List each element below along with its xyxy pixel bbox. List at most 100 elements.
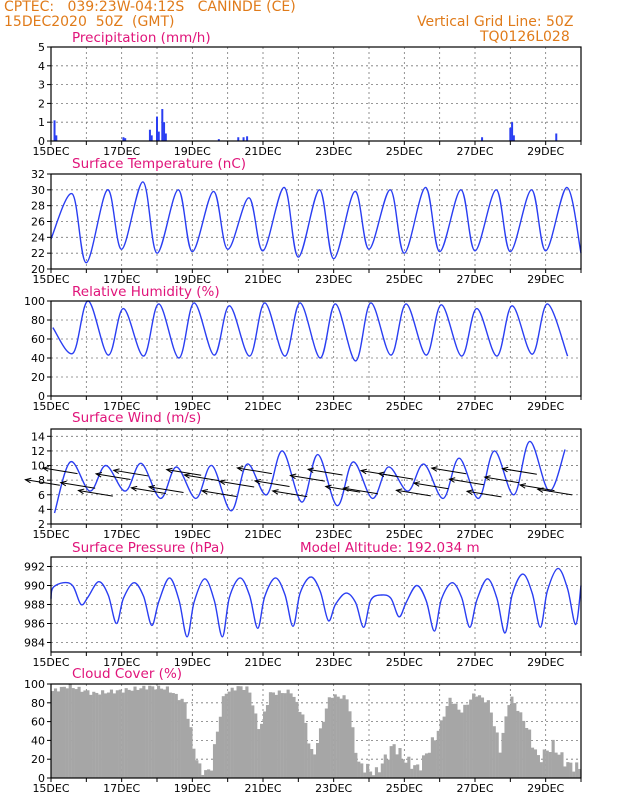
precip-xtick-label: 21DEC bbox=[244, 145, 281, 158]
cloud-bar bbox=[483, 702, 487, 778]
precip-ytick-label: 0 bbox=[38, 135, 45, 148]
temp-ytick-label: 20 bbox=[31, 263, 45, 276]
wind-arrow bbox=[343, 487, 378, 495]
rh-ytick-label: 100 bbox=[24, 295, 45, 308]
cloud-bar bbox=[53, 688, 58, 778]
cloud-bar bbox=[536, 755, 540, 778]
cloud-bar bbox=[204, 770, 208, 778]
wind-arrow-head bbox=[483, 475, 491, 481]
wind-arrow-head bbox=[395, 488, 403, 494]
precip-xtick-label: 25DEC bbox=[386, 145, 423, 158]
cloud-bar bbox=[389, 746, 393, 778]
cloud-title: Cloud Cover (%) bbox=[72, 666, 183, 682]
cloud-bar bbox=[248, 692, 252, 778]
precip-xtick-label: 23DEC bbox=[315, 145, 352, 158]
wind-arrow-head bbox=[59, 480, 67, 487]
cloud-bar bbox=[516, 710, 520, 778]
cloud-bar bbox=[260, 723, 264, 778]
pres-xtick-label: 29DEC bbox=[527, 656, 564, 669]
cloud-bar bbox=[265, 705, 270, 778]
cloud-bar bbox=[495, 732, 499, 778]
cloud-xtick-label: 17DEC bbox=[103, 782, 140, 795]
cloud-bar bbox=[83, 690, 87, 778]
cloud-bar bbox=[501, 732, 505, 778]
wind-arrow bbox=[219, 480, 255, 488]
cloud-bar bbox=[136, 689, 140, 778]
cloud-bar bbox=[551, 739, 555, 778]
wind-arrow-head bbox=[112, 468, 120, 474]
wind-arrow bbox=[113, 469, 149, 477]
cloud-bar bbox=[542, 749, 546, 778]
wind-title: Surface Wind (m/s) bbox=[72, 410, 202, 426]
precip-title: Precipitation (mm/h) bbox=[72, 30, 211, 46]
cloud-bar bbox=[563, 766, 567, 778]
cloud-bar bbox=[171, 693, 175, 778]
wind-arrow bbox=[466, 490, 502, 498]
cloud-bar bbox=[51, 691, 55, 778]
cloud-bar bbox=[525, 727, 529, 778]
cloud-bar bbox=[419, 770, 423, 778]
header-station: CPTEC: 039:23W-04:12S CANINDE (CE) bbox=[4, 0, 296, 15]
cloud-bar bbox=[345, 699, 349, 778]
cloud-bar bbox=[212, 744, 217, 778]
wind-xtick-label: 19DEC bbox=[174, 528, 211, 541]
cloud-bar bbox=[416, 764, 420, 778]
temp-xtick-label: 25DEC bbox=[386, 273, 423, 286]
pres-xtick-label: 27DEC bbox=[456, 656, 493, 669]
cloud-bar bbox=[201, 774, 205, 778]
cloud-xtick-label: 15DEC bbox=[32, 782, 69, 795]
wind-arrow bbox=[307, 468, 343, 476]
wind-arrow bbox=[166, 469, 202, 476]
cloud-bar bbox=[154, 689, 158, 778]
cloud-bar bbox=[327, 697, 331, 778]
cloud-bar bbox=[569, 762, 573, 778]
cloud-bar bbox=[560, 752, 564, 778]
precip-bar bbox=[481, 137, 484, 141]
cloud-bar bbox=[230, 687, 234, 778]
cloud-bar bbox=[498, 752, 502, 778]
wind-arrow-head bbox=[342, 486, 350, 492]
wind-arrow bbox=[131, 487, 166, 494]
cloud-bar bbox=[369, 771, 373, 778]
rh-ytick-label: 80 bbox=[31, 314, 45, 327]
cloud-bar bbox=[307, 743, 311, 778]
cloud-bar bbox=[330, 697, 334, 778]
wind-arrow-head bbox=[289, 473, 297, 480]
pres-xtick-label: 25DEC bbox=[386, 656, 423, 669]
precip-bar bbox=[157, 131, 160, 141]
cloud-bar bbox=[274, 694, 278, 778]
cloud-bar bbox=[545, 750, 549, 778]
wind-xtick-label: 21DEC bbox=[244, 528, 281, 541]
cloud-bar bbox=[142, 685, 146, 778]
rh-ytick-label: 0 bbox=[38, 390, 45, 403]
precip-bar bbox=[124, 138, 127, 141]
wind-arrow-head bbox=[94, 471, 103, 478]
wind-arrow-head bbox=[130, 485, 138, 492]
rh-xtick-label: 17DEC bbox=[103, 400, 140, 413]
wind-xtick-label: 25DEC bbox=[386, 528, 423, 541]
cloud-bar bbox=[189, 727, 193, 778]
cloud-bar bbox=[106, 692, 111, 778]
rh-line bbox=[52, 300, 569, 362]
cloud-bar bbox=[522, 720, 526, 778]
wind-arrow bbox=[237, 467, 272, 475]
precip-ytick-label: 5 bbox=[38, 41, 45, 54]
wind-arrow bbox=[290, 474, 325, 482]
cloud-xtick-label: 29DEC bbox=[527, 782, 564, 795]
wind-arrow-head bbox=[324, 484, 332, 491]
temp-ytick-label: 28 bbox=[31, 200, 45, 213]
cloud-bar bbox=[198, 763, 202, 778]
cloud-bar bbox=[528, 729, 532, 778]
cloud-bar bbox=[89, 694, 93, 778]
pres-ytick-label: 984 bbox=[24, 637, 45, 650]
wind-arrow-head bbox=[518, 483, 527, 489]
cloud-bar bbox=[59, 686, 63, 778]
cloud-bar bbox=[578, 768, 582, 778]
rh-xtick-label: 27DEC bbox=[456, 400, 493, 413]
cloud-ytick-label: 80 bbox=[31, 697, 45, 710]
cloud-bar bbox=[65, 688, 69, 778]
cloud-bar bbox=[442, 716, 446, 778]
wind-arrow-head bbox=[253, 479, 262, 485]
cloud-bar bbox=[289, 693, 293, 778]
cloud-bar bbox=[422, 755, 426, 778]
